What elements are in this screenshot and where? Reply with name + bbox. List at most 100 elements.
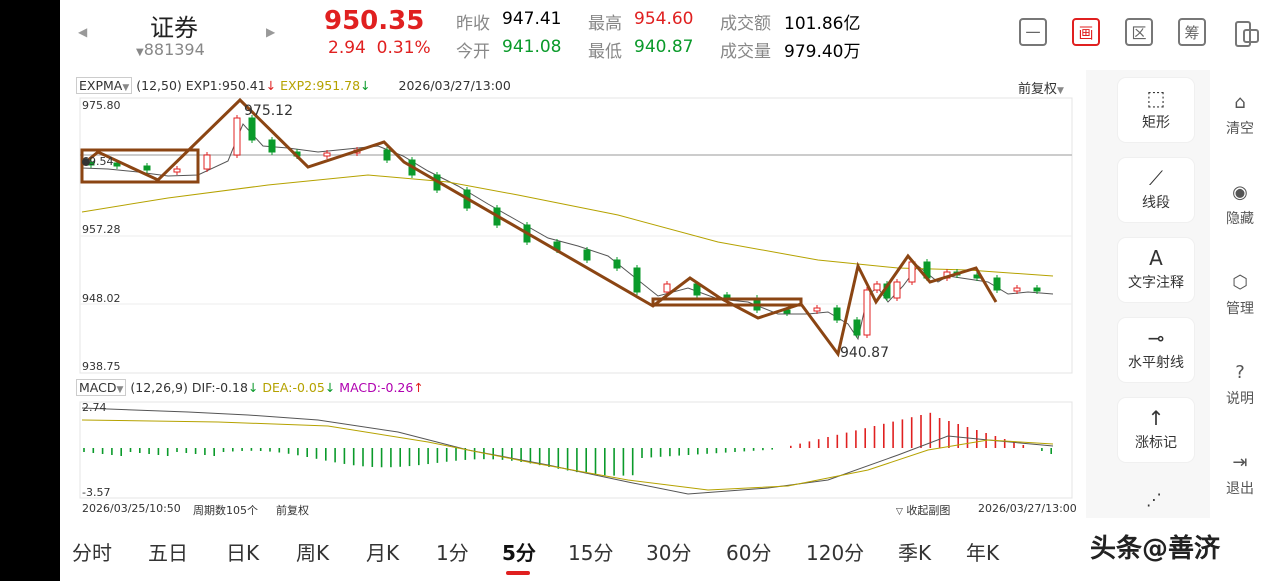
candle-body <box>993 277 1001 291</box>
period-tab[interactable]: 周K <box>296 541 330 565</box>
macd-y-top: 2.74 <box>82 401 107 414</box>
sub-indicator-select[interactable]: MACD▼ <box>76 379 127 396</box>
macd-legend: MACD▼ (12,26,9) DIF:-0.18↓ DEA:-0.05↓ MA… <box>76 379 424 396</box>
help-icon: ? <box>1235 362 1245 383</box>
next-stock-arrow-icon[interactable]: ▶ <box>266 25 276 39</box>
period-tab[interactable]: 五日 <box>148 541 188 565</box>
period-tabs: 分时 五日 日K 周K 月K 1分 5分 15分 30分 60分 120分 季K 年K <box>60 525 1278 581</box>
macd-y-bottom: -3.57 <box>82 486 111 499</box>
side-clear[interactable]: ⌂ 清空 <box>1212 92 1268 138</box>
side-eye[interactable]: ◉ 隐藏 <box>1212 182 1268 228</box>
period-tab[interactable]: 5分 <box>502 541 536 565</box>
eye-icon: ◉ <box>1232 182 1248 203</box>
period-tab[interactable]: 1分 <box>436 541 469 565</box>
line-tool-button[interactable]: 一 <box>1019 18 1047 46</box>
tool-segment[interactable]: ⟋ 线段 <box>1118 158 1194 222</box>
watermark: 头条@善济 <box>1090 534 1221 564</box>
exp1-line <box>81 123 1054 341</box>
stat-label: 成交额 <box>720 14 771 34</box>
period-tab[interactable]: 分时 <box>72 541 112 565</box>
tool-arrow-up[interactable]: ↑ 涨标记 <box>1118 398 1194 462</box>
period-tab[interactable]: 年K <box>966 541 1000 565</box>
candle-body <box>143 165 151 171</box>
side-label: 管理 <box>1226 301 1254 317</box>
anchor-dot <box>82 158 90 166</box>
period-tab[interactable]: 季K <box>898 541 932 565</box>
macd-chart-frame <box>79 401 1073 499</box>
clear-icon: ⌂ <box>1234 92 1246 113</box>
y-tick-mid: 957.28 <box>82 223 121 236</box>
side-help[interactable]: ? 说明 <box>1212 362 1268 408</box>
candle-body <box>383 149 391 161</box>
y-tick-bottom: 938.75 <box>82 360 121 373</box>
main-legend: EXPMA▼ (12,50) EXP1:950.41↓ EXP2:951.78↓… <box>76 77 511 94</box>
tool-label: 涨标记 <box>1135 435 1177 451</box>
side-label: 说明 <box>1226 391 1254 407</box>
period-count: 周期数105个 <box>193 504 258 517</box>
adjust-select[interactable]: 前复权▼ <box>1018 82 1064 97</box>
stat-label: 成交量 <box>720 42 771 62</box>
indicator-select[interactable]: EXPMA▼ <box>76 77 133 94</box>
dea-line <box>81 419 1054 491</box>
stat-value: 941.08 <box>502 37 562 57</box>
chips-button[interactable]: 筹 <box>1178 18 1206 46</box>
candle-body <box>893 281 901 299</box>
stat-value: 940.87 <box>634 37 694 57</box>
segment-icon: ⟋ <box>1149 166 1163 190</box>
candle-body <box>863 289 871 336</box>
collapse-subchart-button[interactable]: ▽ 收起副图 <box>896 504 951 517</box>
tool-text[interactable]: A 文字注释 <box>1118 238 1194 302</box>
exit-icon: ⇥ <box>1232 452 1248 473</box>
rectangle-icon: ⬚ <box>1146 86 1166 110</box>
drawn-rectangle <box>651 297 803 307</box>
candle-body <box>873 283 881 291</box>
stat-value: 101.86亿 <box>784 14 861 34</box>
side-label: 退出 <box>1226 481 1254 497</box>
chart-canvas <box>79 97 1073 499</box>
period-tab[interactable]: 60分 <box>726 541 772 565</box>
tool-label: 矩形 <box>1142 115 1170 131</box>
kline-chart[interactable]: EXPMA▼ (12,50) EXP1:950.41↓ EXP2:951.78↓… <box>68 70 1080 520</box>
left-price-label: 69.54 <box>82 155 114 168</box>
stock-app: ◀ 证券 ▼881394 ▶ 950.35 2.94 0.31% 昨收 947.4… <box>60 0 1278 581</box>
ray-icon: ⊸ <box>1147 326 1165 350</box>
start-time: 2026/03/25/10:50 <box>82 502 181 515</box>
y-tick-top: 975.80 <box>82 99 121 112</box>
draw-mode-button[interactable]: 画 <box>1072 18 1100 46</box>
period-tab[interactable]: 15分 <box>568 541 614 565</box>
range-button[interactable]: 区 <box>1125 18 1153 46</box>
candle-body <box>173 168 181 173</box>
stock-name: 证券 <box>150 14 198 42</box>
candle-body <box>113 162 121 167</box>
more-tools-icon[interactable]: ⋰ <box>1146 490 1162 509</box>
side-exit[interactable]: ⇥ 退出 <box>1212 452 1268 498</box>
exp2-line <box>81 174 1054 277</box>
active-period-indicator <box>506 571 530 575</box>
high-label: 975.12 <box>244 103 293 119</box>
candle-body <box>248 117 256 141</box>
tool-label: 水平射线 <box>1128 355 1184 371</box>
side-label: 隐藏 <box>1226 211 1254 227</box>
period-tab[interactable]: 120分 <box>806 541 865 565</box>
prev-stock-arrow-icon[interactable]: ◀ <box>78 25 88 39</box>
candle-body <box>633 267 641 293</box>
tool-ray[interactable]: ⊸ 水平射线 <box>1118 318 1194 382</box>
stat-label: 今开 <box>456 42 490 62</box>
text-icon: A <box>1149 246 1163 270</box>
y-tick-low: 948.02 <box>82 292 121 305</box>
candle-body <box>833 307 841 321</box>
rotate-screen-icon[interactable] <box>1228 16 1260 50</box>
drawn-zigzag <box>81 97 998 358</box>
period-tab[interactable]: 月K <box>366 541 400 565</box>
tool-rectangle[interactable]: ⬚ 矩形 <box>1118 78 1194 142</box>
candle-body <box>583 249 591 261</box>
stock-code[interactable]: ▼881394 <box>136 40 205 59</box>
side-manage[interactable]: ⬡ 管理 <box>1212 272 1268 318</box>
candle-body <box>1013 287 1021 292</box>
period-tab[interactable]: 日K <box>226 541 260 565</box>
footer-adjust: 前复权 <box>276 504 309 517</box>
candle-body <box>233 117 241 156</box>
candle-body <box>813 307 821 312</box>
dropdown-icon: ▼ <box>136 47 144 58</box>
period-tab[interactable]: 30分 <box>646 541 692 565</box>
